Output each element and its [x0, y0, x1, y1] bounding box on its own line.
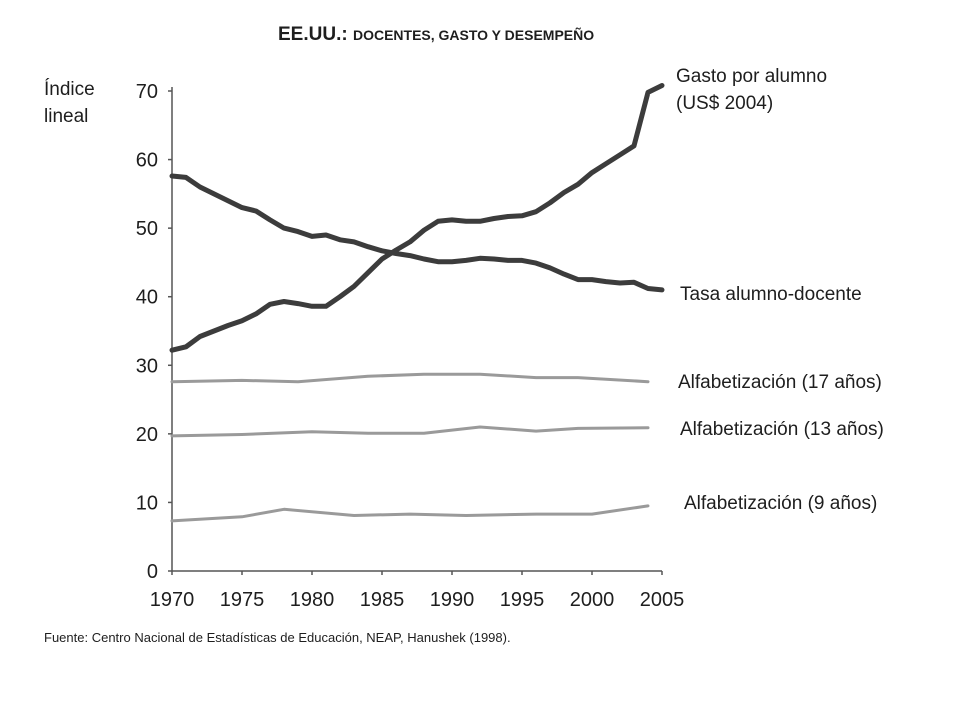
series-label-alfabetizacion-17-anos: Alfabetización (17 años) [678, 372, 882, 393]
x-tick-label-2005: 2005 [640, 589, 685, 611]
series-line-tasa-alumno-docente [169, 173, 665, 293]
x-tick-label-1985: 1985 [360, 589, 405, 611]
series-label-alfabetizacion-9-anos: Alfabetización (9 años) [684, 493, 877, 514]
x-tick-labels: 1970 1975 1980 1985 1990 1995 2000 2005 [150, 589, 685, 611]
y-tick-label-10: 10 [136, 492, 158, 514]
x-tick-label-1970: 1970 [150, 589, 195, 611]
axes [168, 87, 663, 575]
series-label-tasa-alumno-docente: Tasa alumno-docente [680, 284, 862, 305]
y-axis-label-line2: lineal [44, 106, 88, 127]
y-tick-labels: 0 10 20 30 40 50 60 70 [136, 81, 158, 583]
series-line-alfabetizacion-9-anos [170, 504, 650, 523]
series-line-alfabetizacion-13-anos [170, 425, 650, 438]
y-tick-label-50: 50 [136, 218, 158, 240]
y-tick-label-20: 20 [136, 424, 158, 446]
chart-title: EE.UU.: DOCENTES, GASTO Y DESEMPEÑO [278, 24, 594, 45]
x-tick-label-2000: 2000 [570, 589, 615, 611]
series-label-gasto-por-alumno-us-2004-line1: Gasto por alumno [676, 66, 827, 87]
y-tick-label-60: 60 [136, 150, 158, 172]
source-note: Fuente: Centro Nacional de Estadísticas … [44, 630, 511, 645]
y-tick-label-0: 0 [147, 561, 158, 583]
y-tick-label-40: 40 [136, 287, 158, 309]
x-tick-label-1975: 1975 [220, 589, 265, 611]
chart-title-rest: DOCENTES, GASTO Y DESEMPEÑO [353, 26, 594, 43]
chart-title-main: EE.UU.: [278, 24, 353, 45]
series-line-alfabetizacion-17-anos [170, 372, 650, 384]
series-label-gasto-por-alumno-us-2004-line2: (US$ 2004) [676, 93, 773, 114]
x-tick-label-1995: 1995 [500, 589, 545, 611]
y-axis-label-line1: Índice [44, 79, 95, 100]
y-tick-label-70: 70 [136, 81, 158, 103]
series-line-gasto-por-alumno-us-2004 [169, 83, 665, 353]
x-tick-label-1980: 1980 [290, 589, 335, 611]
series-label-alfabetizacion-13-anos: Alfabetización (13 años) [680, 419, 884, 440]
x-tick-label-1990: 1990 [430, 589, 475, 611]
series-lines [169, 83, 665, 523]
series-labels: Gasto por alumno (US$ 2004) Tasa alumno-do… [676, 66, 884, 514]
y-tick-label-30: 30 [136, 355, 158, 377]
